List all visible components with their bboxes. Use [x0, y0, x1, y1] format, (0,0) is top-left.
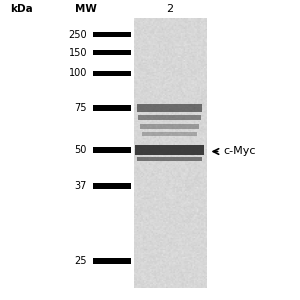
Text: 150: 150: [68, 47, 87, 58]
Bar: [140, 124, 199, 129]
Text: 75: 75: [74, 103, 87, 113]
Text: c-Myc: c-Myc: [224, 146, 256, 157]
Bar: [93, 147, 130, 152]
Bar: [93, 258, 130, 263]
Bar: [137, 104, 202, 112]
Bar: [138, 115, 201, 120]
Bar: [93, 71, 130, 76]
Text: 50: 50: [75, 145, 87, 155]
Bar: [142, 132, 197, 136]
Bar: [93, 32, 130, 37]
Bar: [137, 157, 202, 161]
Bar: [93, 50, 130, 55]
Bar: [93, 106, 130, 111]
Text: 2: 2: [166, 4, 173, 14]
Text: 37: 37: [75, 181, 87, 191]
Text: 250: 250: [68, 29, 87, 40]
Bar: [93, 183, 130, 188]
Text: 25: 25: [74, 256, 87, 266]
Text: kDa: kDa: [10, 4, 32, 14]
Bar: [135, 145, 204, 155]
Text: 100: 100: [69, 68, 87, 79]
Text: MW: MW: [75, 4, 96, 14]
